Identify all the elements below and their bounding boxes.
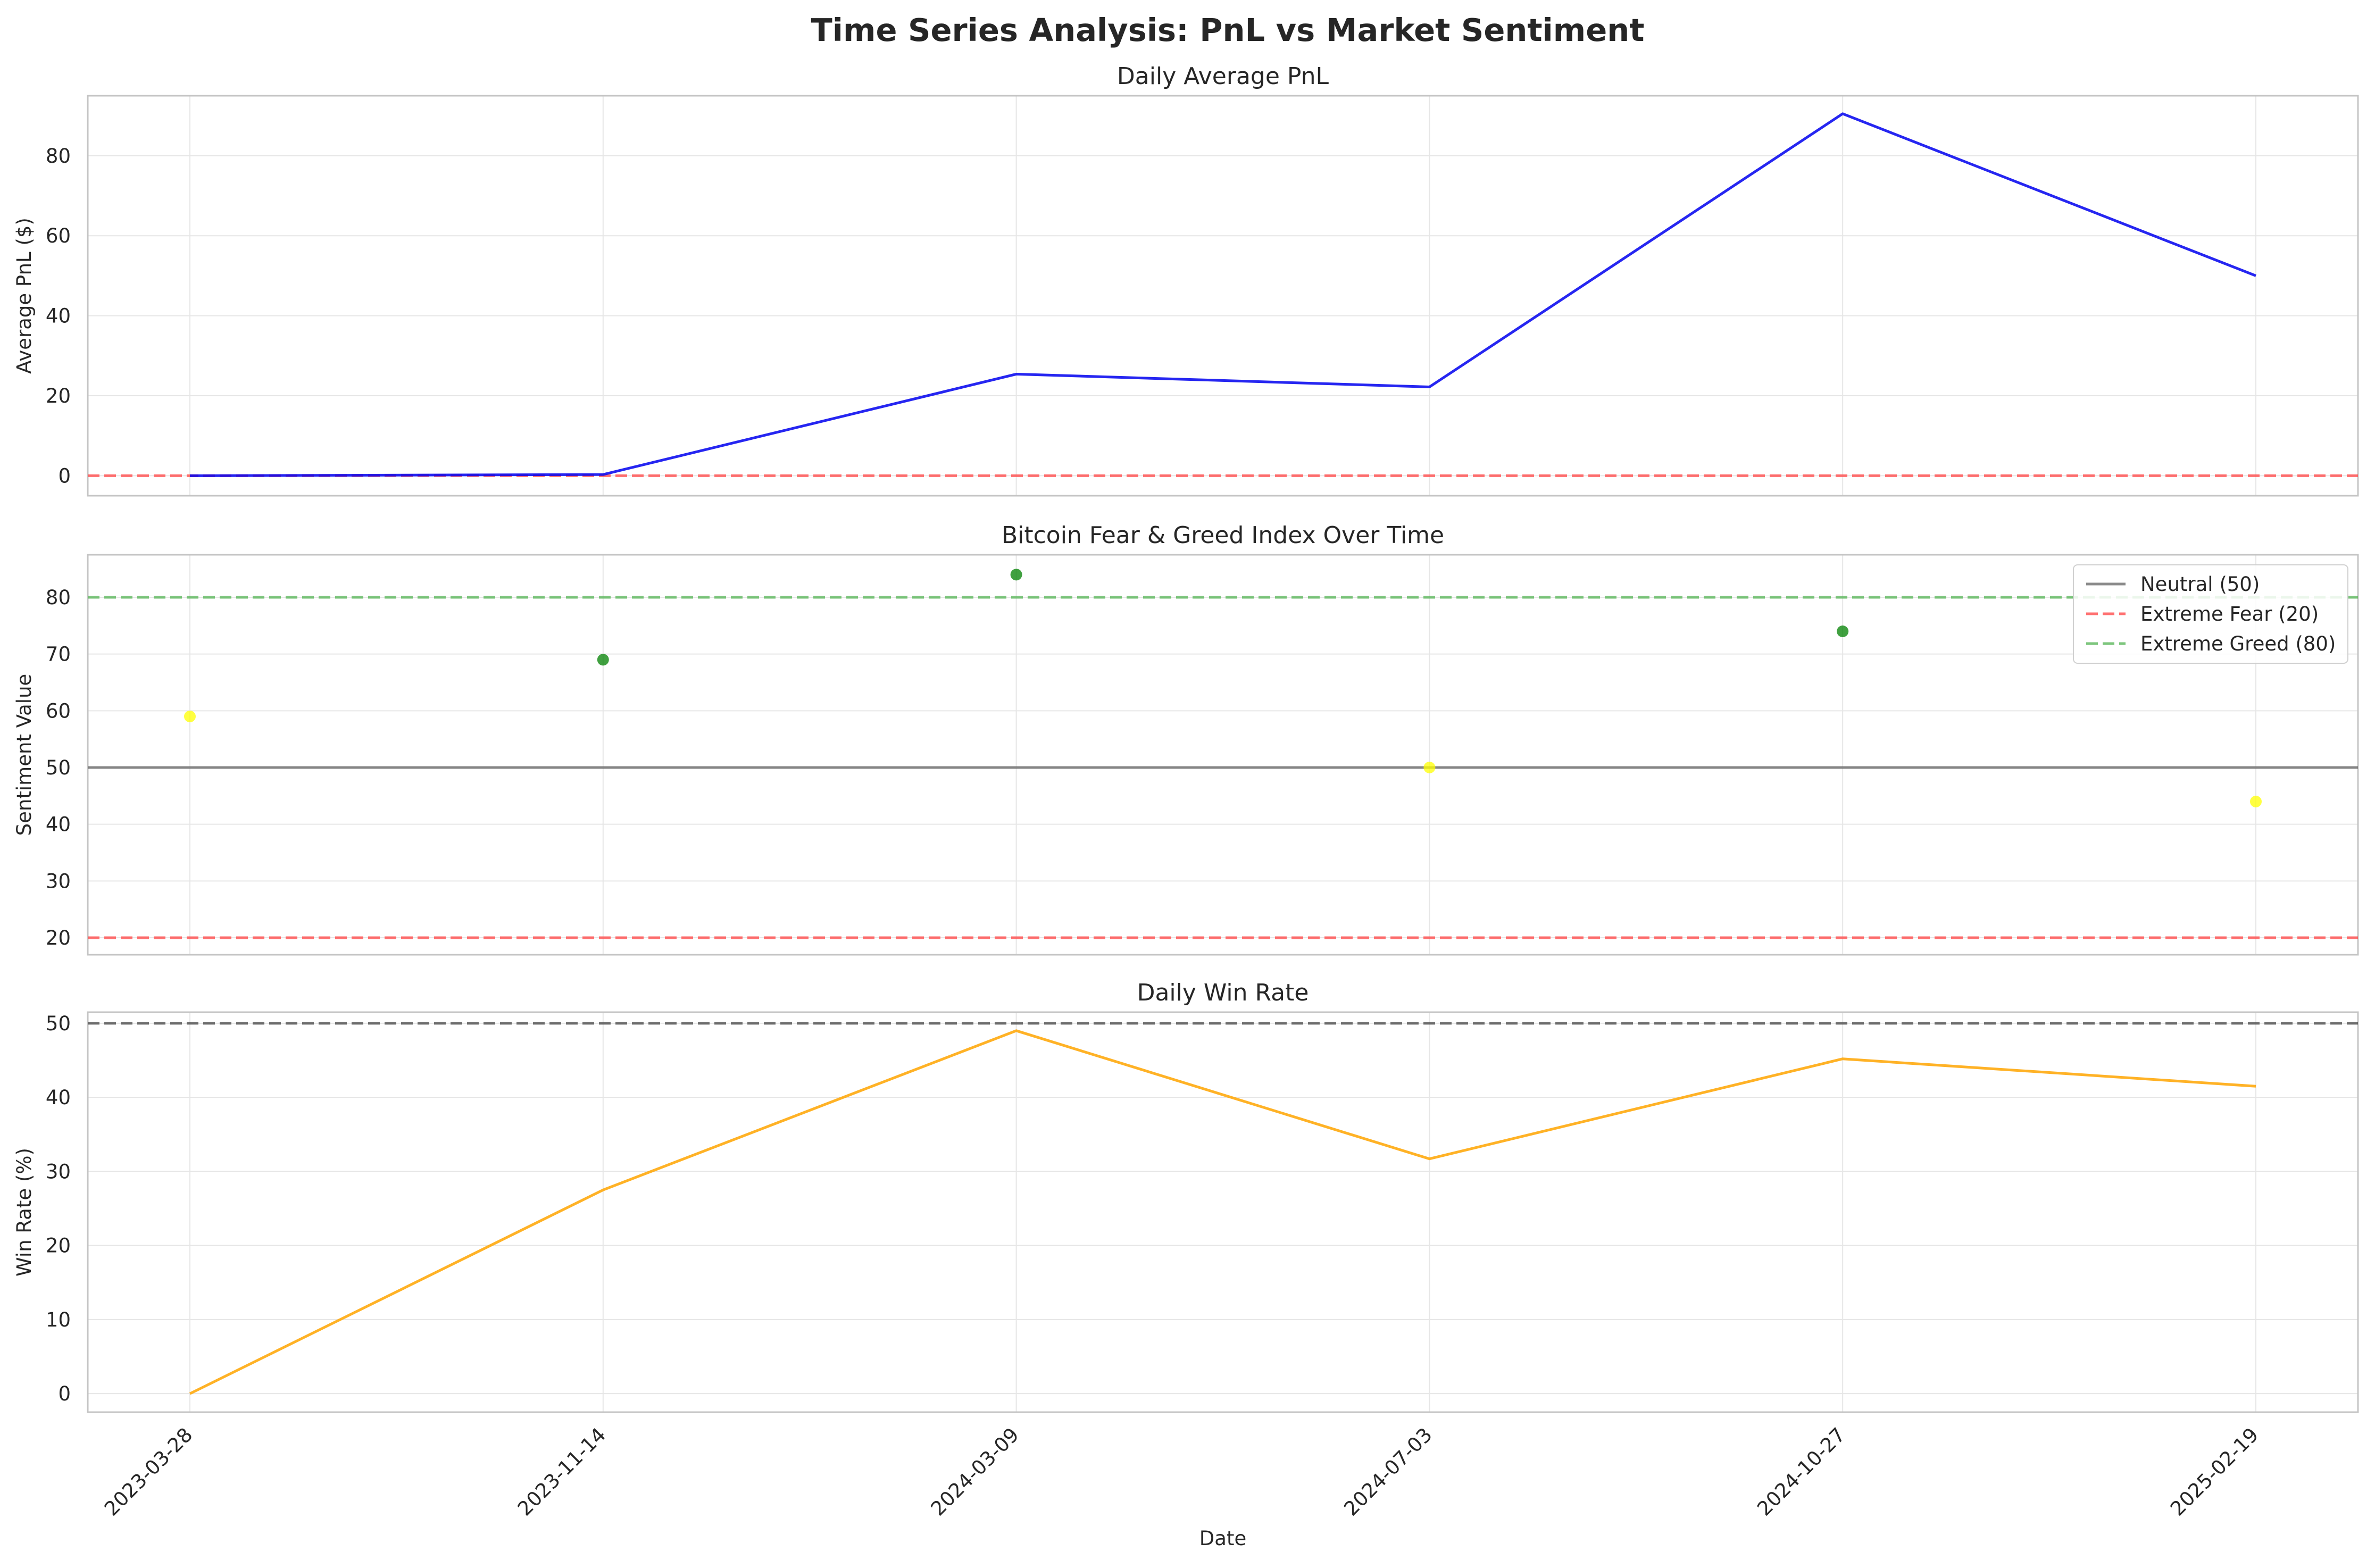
- y-axis-label: Win Rate (%): [13, 1148, 36, 1277]
- y-tick-label: 60: [46, 699, 71, 722]
- legend-entry: Neutral (50): [2140, 573, 2260, 596]
- panel-3: 0 10 20 30 40 50 Daily Win Rate Win Rate (%): [13, 979, 2359, 1413]
- y-tick-label: 20: [46, 927, 71, 949]
- scatter-point: [597, 654, 609, 666]
- panel-title: Bitcoin Fear & Greed Index Over Time: [1002, 522, 1444, 549]
- x-axis-label: Date: [1199, 1527, 1246, 1550]
- y-tick-label: 40: [46, 813, 71, 836]
- x-tick-label: 2024-03-09: [927, 1423, 1023, 1520]
- y-tick-label: 20: [46, 385, 71, 407]
- y-tick-label: 70: [46, 643, 71, 666]
- y-tick-label: 40: [46, 1086, 71, 1109]
- figure-title: Time Series Analysis: PnL vs Market Sent…: [811, 12, 1645, 48]
- y-tick-label: 30: [46, 1160, 71, 1183]
- x-tick-label: 2023-11-14: [513, 1423, 610, 1520]
- series-line: [189, 1029, 2256, 1395]
- y-tick-label: 0: [58, 464, 71, 487]
- panel-title: Daily Average PnL: [1117, 63, 1329, 90]
- panel-2: 20 30 40 50 60 70 80 Bitcoin Fear & Greed Index…: [13, 522, 2359, 956]
- legend-entry: Extreme Fear (20): [2140, 603, 2319, 625]
- y-tick-label: 20: [46, 1235, 71, 1257]
- scatter-point: [1010, 569, 1022, 581]
- x-tick-label: 2024-10-27: [1753, 1423, 1849, 1520]
- x-axis-ticks: 2023-03-28 2023-11-14 2024-03-09 2024-07-03…: [100, 1423, 2263, 1520]
- legend-entry: Extreme Greed (80): [2140, 632, 2336, 655]
- panels: 0 20 40 60 80 Daily Average PnL Average PnL ($…: [13, 63, 2359, 1520]
- y-tick-label: 80: [46, 145, 71, 168]
- y-tick-label: 10: [46, 1308, 71, 1331]
- panel-1: 0 20 40 60 80 Daily Average PnL Average PnL ($…: [13, 63, 2359, 497]
- legend: Neutral (50) Extreme Fear (20) Extreme Gre…: [2073, 564, 2348, 664]
- y-tick-label: 60: [46, 224, 71, 247]
- y-axis-label: Sentiment Value: [13, 674, 36, 836]
- y-tick-label: 50: [46, 756, 71, 779]
- y-tick-label: 40: [46, 305, 71, 328]
- y-tick-label: 50: [46, 1012, 71, 1035]
- series-line: [189, 112, 2256, 477]
- y-tick-label: 80: [46, 586, 71, 609]
- y-tick-label: 30: [46, 870, 71, 893]
- y-tick-label: 0: [58, 1382, 71, 1405]
- plot-frame: [87, 95, 2359, 497]
- x-tick-label: 2023-03-28: [100, 1423, 197, 1520]
- scatter-point: [184, 711, 196, 722]
- panel-title: Daily Win Rate: [1137, 979, 1309, 1006]
- x-tick-label: 2024-07-03: [1339, 1423, 1436, 1520]
- plot-frame: [87, 1011, 2359, 1413]
- scatter-point: [1837, 625, 1849, 637]
- scatter-point: [1423, 762, 1436, 773]
- scatter-point: [2250, 796, 2262, 807]
- legend-box: [2073, 564, 2348, 664]
- y-axis-label: Average PnL ($): [13, 218, 36, 374]
- x-tick-label: 2025-02-19: [2166, 1423, 2263, 1520]
- plot-frame: [87, 554, 2359, 956]
